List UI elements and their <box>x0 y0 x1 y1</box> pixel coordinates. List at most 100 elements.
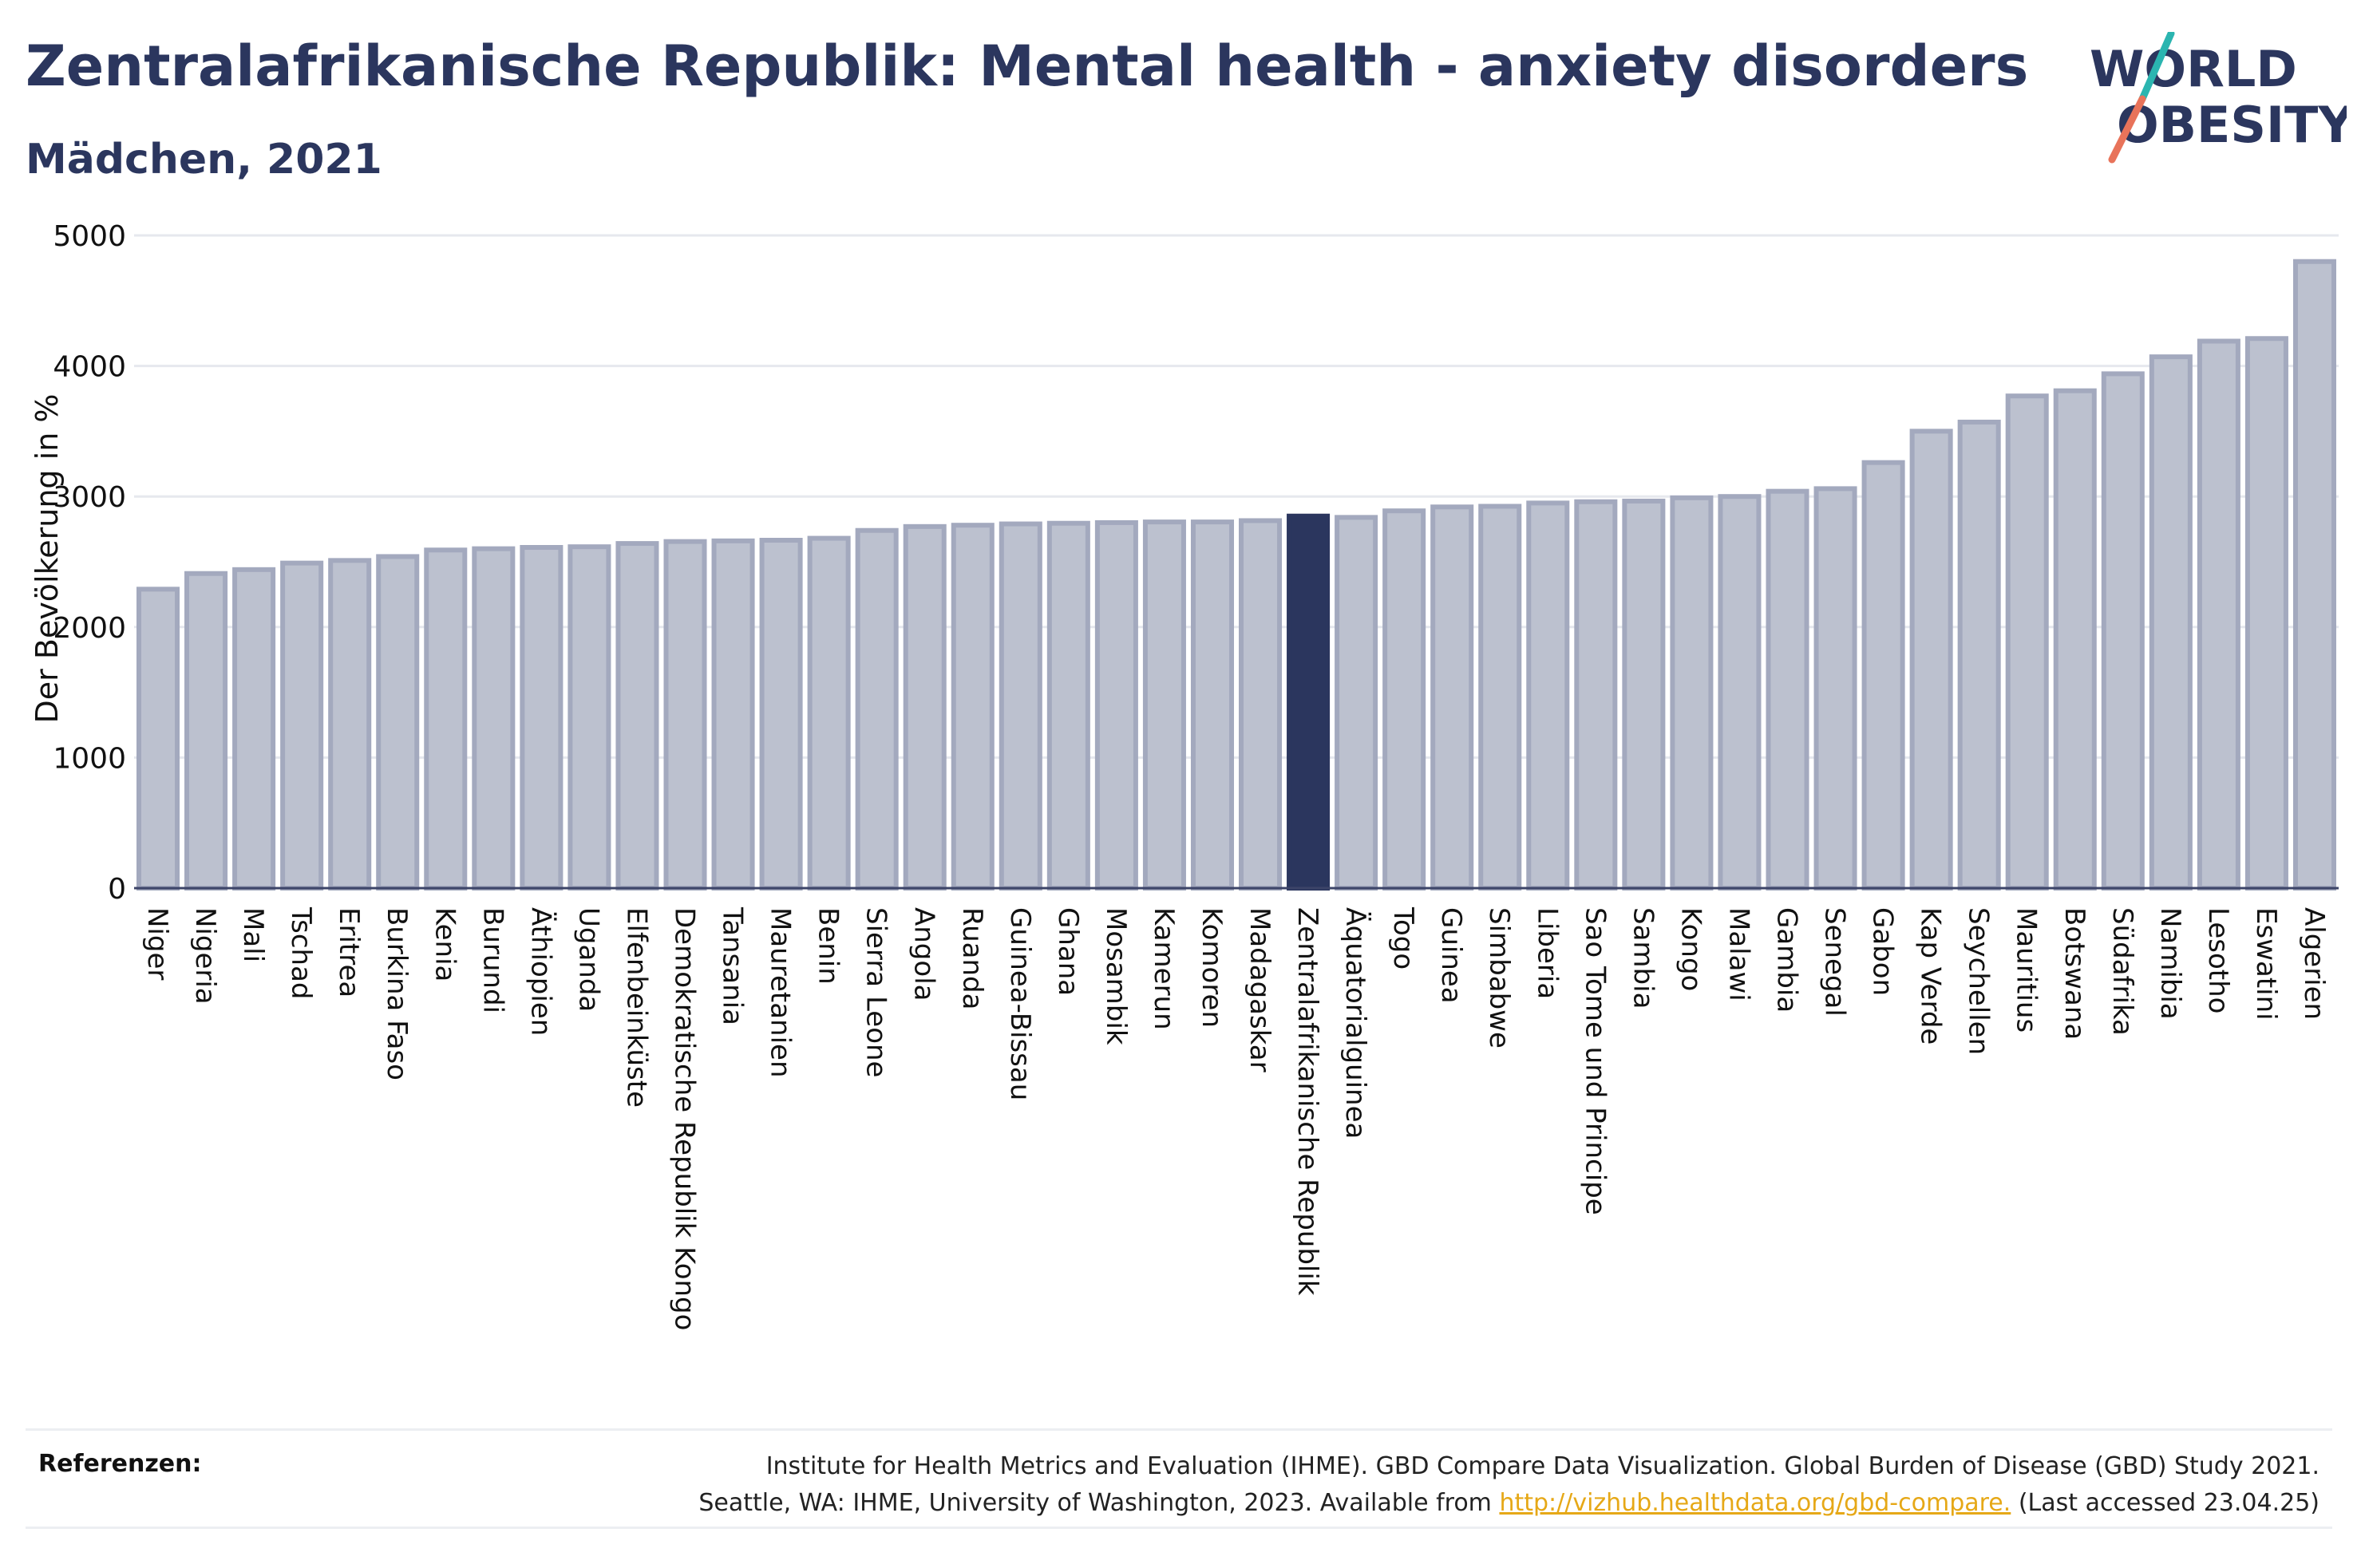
x-tick-label: Kap Verde <box>1915 907 1947 1045</box>
x-tick-label: Eritrea <box>333 907 365 997</box>
x-tick-label: Gabon <box>1867 907 1899 996</box>
bar <box>2149 354 2193 891</box>
x-tick-label: Äthiopien <box>524 907 556 1036</box>
x-tick-label: Angola <box>908 907 940 1001</box>
x-tick-label: Nigeria <box>189 907 221 1005</box>
x-tick-label: Algerien <box>2298 907 2330 1020</box>
bar <box>520 545 564 891</box>
bar <box>999 521 1042 891</box>
references-text: Institute for Health Metrics and Evaluat… <box>698 1448 2319 1522</box>
bar <box>1335 515 1378 891</box>
x-tick-label: Niger <box>141 907 173 980</box>
references-box: Referenzen: Institute for Health Metrics… <box>26 1428 2332 1529</box>
bar <box>1478 504 1522 891</box>
x-tick-label: Namibia <box>2154 907 2186 1020</box>
y-tick-label: 5000 <box>53 220 126 253</box>
x-tick-label: Senegal <box>1819 907 1851 1017</box>
y-tick-labels: 0 1000 2000 3000 4000 5000 <box>53 220 126 906</box>
logo-slash-top <box>2138 30 2175 103</box>
bar <box>1861 460 1905 891</box>
bar-highlight <box>1287 513 1331 891</box>
x-tick-label: Mauretanien <box>765 907 797 1078</box>
bar <box>184 571 228 891</box>
bar <box>1909 429 1953 891</box>
bar-chart: Niger Nigeria Mali Tschad Eritrea Burkina Fas… <box>30 220 2339 1330</box>
x-tick-label: Elfenbeinküste <box>620 907 652 1108</box>
references-link[interactable]: http://vizhub.healthdata.org/gbd-compare… <box>1499 1489 2011 1517</box>
y-tick-label: 4000 <box>53 351 126 384</box>
references-line2-after: (Last accessed 23.04.25) <box>2011 1489 2319 1517</box>
bar <box>472 546 516 891</box>
bar <box>136 587 180 891</box>
x-tick-label: Kamerun <box>1148 907 1180 1030</box>
x-tick-label: Mali <box>237 907 269 962</box>
x-tick-label: Sierra Leone <box>860 907 892 1077</box>
bar <box>1813 486 1857 891</box>
x-tick-label: Madagaskar <box>1244 907 1275 1072</box>
bar <box>2053 388 2097 891</box>
x-tick-label: Südafrika <box>2106 907 2138 1036</box>
x-tick-label: Mauritius <box>2011 907 2043 1033</box>
bar <box>1046 520 1090 891</box>
x-tick-label: Kongo <box>1675 907 1706 991</box>
bar <box>711 538 755 891</box>
bar <box>807 535 851 891</box>
bar <box>1239 518 1283 891</box>
bar <box>424 547 468 891</box>
y-tick-label: 1000 <box>53 742 126 775</box>
bar <box>951 523 995 891</box>
bar <box>1430 504 1474 891</box>
x-tick-label: Kenia <box>429 907 461 981</box>
x-tick-label: Lesotho <box>2202 907 2234 1013</box>
x-tick-label: Benin <box>813 907 844 985</box>
x-tick-label: Ghana <box>1052 907 1084 996</box>
logo-line1: WORLD <box>2090 40 2297 98</box>
bar <box>2101 371 2145 891</box>
bar <box>855 527 899 891</box>
x-tick-label: Uganda <box>572 907 604 1012</box>
y-tick-label: 2000 <box>53 612 126 645</box>
x-tick-label: Malawi <box>1722 907 1754 1001</box>
x-tick-label: Guinea-Bissau <box>1004 907 1036 1100</box>
bar <box>376 554 420 891</box>
x-tick-label: Sambia <box>1627 907 1659 1009</box>
page-subtitle: Mädchen, 2021 <box>26 136 382 184</box>
x-tick-label: Komoren <box>1196 907 1228 1028</box>
bar <box>759 538 803 891</box>
references-line2: Seattle, WA: IHME, University of Washing… <box>698 1485 2319 1522</box>
bar <box>232 567 276 891</box>
bar <box>328 558 372 891</box>
references-line1: Institute for Health Metrics and Evaluat… <box>765 1452 2319 1480</box>
x-tick-label: Demokratische Republik Kongo <box>669 907 701 1330</box>
bar <box>2197 338 2240 891</box>
x-tick-labels: Niger Nigeria Mali Tschad Eritrea Burkina Fas… <box>141 906 2330 1330</box>
world-obesity-logo: WORLD OBESITY <box>2075 30 2355 168</box>
x-tick-label: Mosambik <box>1100 907 1132 1045</box>
logo-line2: OBESITY <box>2117 96 2347 154</box>
x-tick-label: Seychellen <box>1963 907 1995 1055</box>
page-title: Zentralafrikanische Republik: Mental hea… <box>26 34 2029 99</box>
bar <box>2292 259 2336 891</box>
bar <box>1766 488 1809 891</box>
references-label: Referenzen: <box>38 1450 202 1478</box>
x-tick-label: Ruanda <box>956 907 988 1009</box>
bars-layer <box>134 259 2339 891</box>
bar <box>1142 519 1186 891</box>
references-line2-before: Seattle, WA: IHME, University of Washing… <box>698 1489 1500 1517</box>
x-tick-label: Äquatorialguinea <box>1339 907 1371 1139</box>
x-tick-label: Burkina Faso <box>381 907 413 1080</box>
bar <box>1382 508 1426 891</box>
bar <box>1622 498 1666 891</box>
bar <box>2244 336 2288 891</box>
bar <box>663 539 707 891</box>
bar <box>615 541 659 891</box>
x-tick-label: Tansania <box>717 906 749 1025</box>
x-tick-label: Gambia <box>1771 907 1803 1013</box>
x-tick-label: Togo <box>1387 906 1419 970</box>
logo-slash-bottom <box>2108 95 2146 164</box>
bar <box>1526 500 1570 891</box>
bar <box>280 560 324 891</box>
bar <box>903 523 947 891</box>
y-tick-label: 3000 <box>53 481 126 514</box>
bar <box>1190 519 1234 891</box>
